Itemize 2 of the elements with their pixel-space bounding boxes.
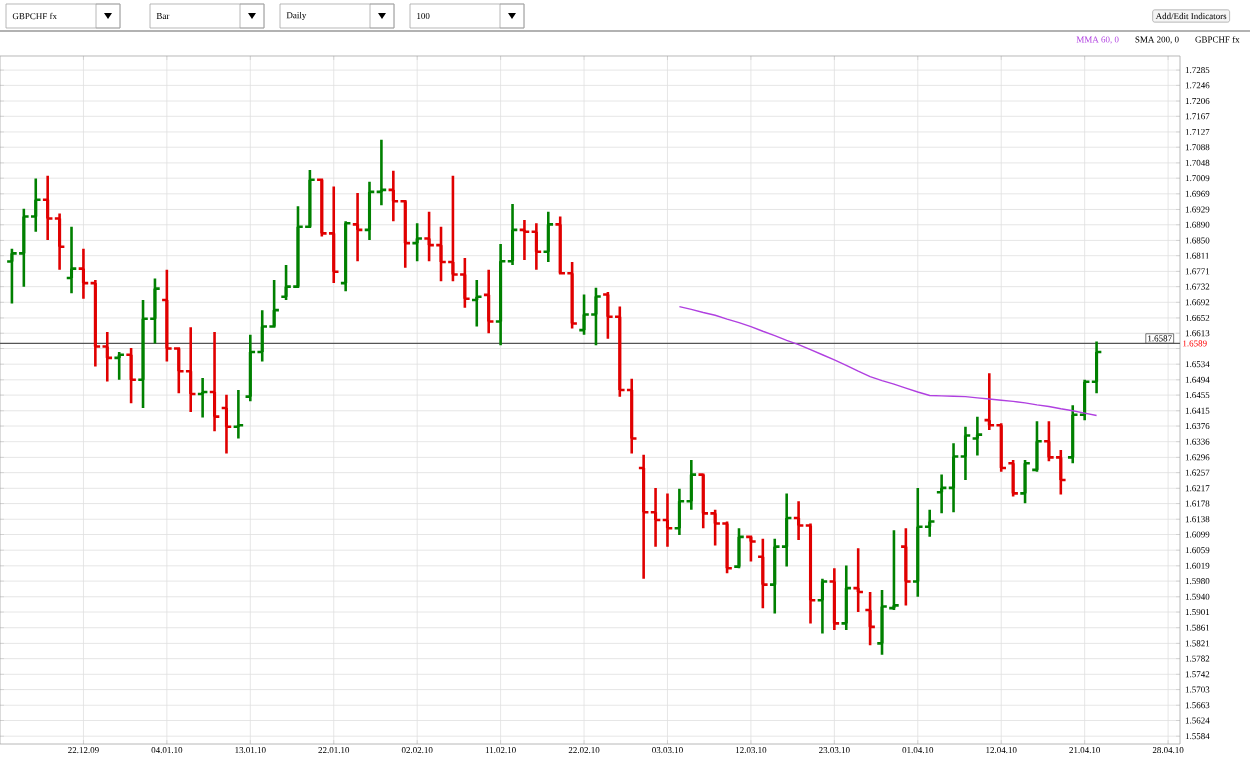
line-series	[678, 305, 1098, 417]
candlestick	[1018, 458, 1032, 505]
